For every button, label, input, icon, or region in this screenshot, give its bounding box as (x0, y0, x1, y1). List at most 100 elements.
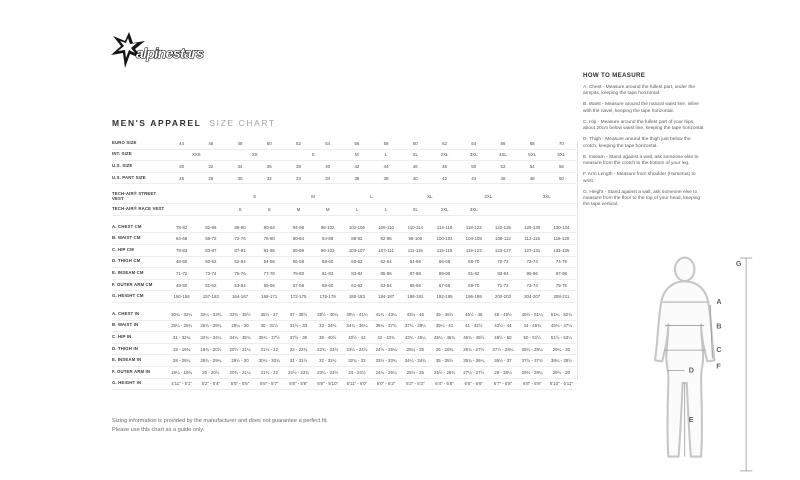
table-row: INT. SIZE XXS XS S M L XL 2XL 3XL 4XL 5XL 6XL (112, 150, 576, 162)
table-cell: 89-90 (438, 271, 451, 277)
table-cell: 46 (412, 163, 418, 169)
table-cell: 28¼ - 29¼ (521, 346, 543, 352)
table-cell: 42 (354, 163, 360, 169)
page-title: MEN'S APPAREL SIZE CHART (112, 118, 276, 128)
measure-instruction-arm: F. Arm Length - Measure from shoulder (H… (583, 172, 696, 184)
table-cell: 60 (412, 140, 418, 146)
table-cell: 52-54 (234, 259, 246, 265)
figure-label-b: B (716, 323, 721, 331)
table-cell: 27½ - 28¼ (492, 346, 514, 352)
page-title-sub: SIZE CHART (209, 118, 276, 128)
table-cell: 54 (529, 163, 535, 169)
table-cell: 48 - 49½ (494, 311, 512, 317)
table-cell: 21¼ - 22 (260, 346, 278, 352)
arm-measure-line (709, 305, 713, 359)
table-cell: 5'2" - 5'4" (201, 381, 221, 387)
table-cell: 26 - 26¾ (435, 346, 454, 352)
table-cell: 77-78 (263, 271, 275, 277)
table-cell: 60-62 (351, 259, 363, 265)
table-cell: 71-72 (175, 271, 188, 277)
table-cell: 102-106 (348, 224, 365, 230)
disclaimer-line-1: Sizing information is provided by the ma… (112, 418, 328, 424)
table-cell: 54-56 (263, 259, 275, 265)
table-cell: 46¾ - 48½ (463, 334, 485, 340)
table-cell: 104-108 (465, 236, 482, 242)
table-cell: 51-52 (205, 282, 217, 288)
table-cell: 106-110 (378, 224, 394, 230)
table-cell: 188-191 (407, 294, 424, 300)
table-row: G. HEIGHT IN 4'11" - 5'1" 5'2" - 5'4" 5'5" … (112, 379, 576, 391)
table-cell: 90-94 (263, 224, 275, 230)
table-cell: 45¼ - 46¾ (434, 334, 456, 340)
table-cell: 73-74 (526, 282, 538, 288)
table-cell: 63-64 (380, 282, 392, 288)
table-cell: 48 (529, 175, 535, 181)
table-row: C. HIP CM 79-83 83-87 87-91 91-95 95-99 99-103… (112, 245, 576, 257)
table-cell: 66 (500, 140, 506, 146)
table-cell: 73-74 (205, 271, 217, 277)
row-label: TECH-AIR® RACE VEST (112, 206, 165, 212)
row-label: U.S. PANT SIZE (112, 174, 146, 180)
table-cell: 51¼ - 52¾ (550, 311, 572, 317)
table-cell (167, 195, 225, 198)
table-cell: 6'10" - 6'11" (549, 381, 573, 387)
table-cell: 49-50 (175, 282, 188, 288)
table-cell: 37½ - 39 (289, 334, 308, 340)
table-cell: 168-171 (261, 294, 278, 300)
table-cell: 112-116 (524, 236, 540, 242)
table-cell: 74-76 (555, 259, 567, 265)
table-cell: 30 (179, 163, 185, 169)
table-cell: 31 - 31½ (289, 358, 308, 364)
table-row: D. THIGH CM 48-50 50-52 52-54 54-56 56-58 58-6… (112, 257, 576, 269)
table-cell: 30¼ - 30¾ (258, 358, 280, 364)
table-cell: 30¾ - 32¼ (171, 311, 193, 317)
table-cell: 79-80 (292, 271, 305, 277)
table-cell: 32 (266, 175, 272, 181)
table-cell: 6'8" - 6'9" (522, 381, 542, 387)
table-cell: 40 (325, 163, 331, 169)
table-cell: 108-112 (495, 236, 511, 242)
table-row: D. THIGH IN 19 - 19¾ 19¾ - 20½ 20½ - 21¼ 21¼… (112, 344, 576, 356)
table-cell: 36½ - 37 (494, 358, 512, 364)
table-row: A. CHEST IN 30¾ - 32¼ 32¼ - 33¾ 33¾ - 35½ 35… (112, 309, 576, 321)
table-section-in: A. CHEST IN 30¾ - 32¼ 32¼ - 33¾ 33¾ - 35½ 35… (112, 309, 576, 391)
table-cell: 32¾ - 34¼ (200, 334, 222, 340)
table-cell: 57-58 (292, 282, 305, 288)
table-cell: 131-135 (553, 247, 570, 253)
table-cell: 34 (237, 163, 243, 169)
table-cell: 66-68 (438, 259, 451, 265)
table-cell: 46 (208, 140, 214, 146)
table-cell: M (325, 207, 330, 213)
table-cell: 72-74 (526, 259, 538, 265)
table-cell: 184-187 (378, 294, 395, 300)
table-cell: 79-83 (175, 247, 188, 253)
table-cell: 44 - 45¾ (523, 323, 541, 329)
table-cell: 95-99 (292, 247, 305, 253)
table-cell: 2XL (440, 207, 449, 213)
table-cell: 24 - 24½ (348, 369, 366, 375)
disclaimer-line-2: Please use this chart as a guide only. (112, 426, 205, 433)
table-cell: 5XL (528, 152, 537, 158)
brand-logo: alpinestars (108, 30, 228, 74)
table-cell: 23½ - 24½ (346, 346, 368, 352)
table-cell: 32 - 32¼ (319, 358, 337, 364)
figure-label-a: A (716, 298, 721, 306)
figure-label-e: E (689, 416, 694, 424)
table-cell: 35¾ - 37½ (258, 334, 280, 340)
table-cell: 71-72 (497, 282, 509, 288)
table-cell: 30 (237, 175, 243, 181)
table-cell: 36 (354, 175, 360, 181)
table-cell: 82-86 (205, 224, 217, 230)
table-cell: 69-70 (468, 282, 480, 288)
table-cell: 48½ - 50 (494, 334, 512, 340)
table-cell: 67-68 (438, 282, 451, 288)
table-cell: 34¼ - 34¾ (404, 358, 426, 364)
table-section-sizes: EURO SIZE 44 46 48 50 52 54 56 58 60 62 64 66 68 70 INT… (112, 138, 576, 185)
row-label: C. HIP IN (112, 334, 132, 340)
table-cell: 200-203 (494, 294, 512, 300)
table-cell: 20¾ - 21¼ (229, 369, 251, 375)
table-cell: 110-114 (407, 224, 424, 230)
table-cell: 32¾ - 33 (348, 358, 366, 364)
table-cell: 56 (354, 140, 360, 146)
measure-instruction-waist: B. Waist - Measure around the natural wa… (583, 102, 699, 114)
